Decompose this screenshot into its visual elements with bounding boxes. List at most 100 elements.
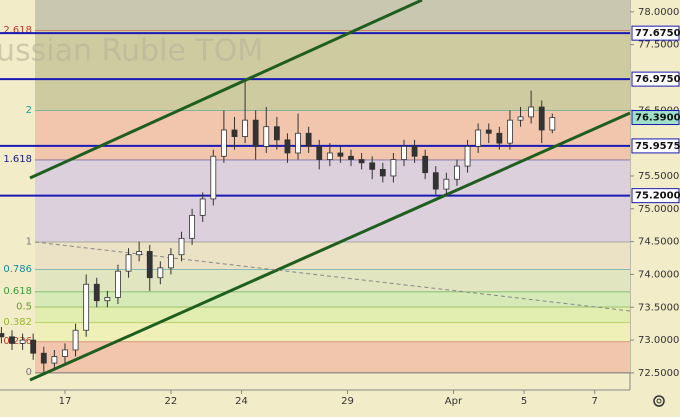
candle-body <box>231 129 238 137</box>
candle-body <box>485 129 492 134</box>
fib-label: 1.618 <box>3 154 32 165</box>
candle-body <box>464 146 471 167</box>
candle-body <box>242 119 248 137</box>
candle-body <box>528 106 535 118</box>
fib-label: 0.382 <box>3 317 32 328</box>
candle-body <box>199 198 206 216</box>
channel-lower <box>29 111 631 382</box>
candle-body <box>168 254 174 269</box>
fib-band <box>35 160 630 243</box>
candle-body <box>401 146 407 160</box>
candle-body <box>210 155 217 200</box>
y-tick-label: 74.5000 <box>638 237 679 248</box>
channel-upper <box>29 0 423 180</box>
candle-body <box>40 352 47 364</box>
fib-band <box>35 0 630 31</box>
candle-body <box>252 119 259 147</box>
candle-body <box>369 162 376 170</box>
price-tag <box>631 188 680 204</box>
dashed-trend <box>34 241 631 312</box>
candle-body <box>263 126 270 147</box>
candle-body <box>146 251 153 279</box>
y-tick-label: 73.0000 <box>638 335 679 346</box>
y-tick-label: 75.0000 <box>638 204 679 215</box>
candle-body <box>0 333 5 338</box>
price-tag-label: 75.2000 <box>635 191 680 202</box>
fib-label: 0.5 <box>16 301 32 312</box>
fib-label: 0.618 <box>3 286 32 297</box>
candle-body <box>411 146 418 157</box>
y-tick-label: 75.5000 <box>638 171 679 182</box>
price-tag-label: 76.3900 <box>635 113 680 124</box>
candle-body <box>390 159 397 177</box>
candle-body <box>62 349 68 357</box>
candle-body <box>358 159 365 164</box>
x-tick-label: 24 <box>235 396 248 407</box>
fib-band <box>35 292 630 308</box>
candle-body <box>422 155 429 174</box>
candle-body <box>93 283 100 302</box>
fib-label: 2.618 <box>3 25 32 36</box>
candle-body <box>136 251 143 256</box>
gear-hub[interactable] <box>656 398 662 404</box>
candle-body <box>125 254 132 272</box>
candle-body <box>104 297 111 302</box>
candle-body <box>284 139 291 154</box>
candle-body <box>348 155 354 160</box>
x-tick-label: 29 <box>341 396 354 407</box>
candle-body <box>326 152 333 160</box>
candle-body <box>337 152 344 157</box>
price-tag-label: 75.9575 <box>635 141 680 152</box>
y-tick-label: 72.5000 <box>638 368 679 379</box>
candle-body <box>507 119 513 144</box>
candle-body <box>432 172 439 190</box>
candle-body <box>189 214 196 239</box>
x-tick-label: 7 <box>591 396 597 407</box>
price-tag <box>631 110 680 126</box>
candle-body <box>115 270 121 298</box>
candle-body <box>9 336 15 344</box>
watermark: ussian Ruble TOM <box>0 34 263 69</box>
candle-body <box>178 237 185 256</box>
fib-label: 0.786 <box>3 264 32 275</box>
fib-band <box>35 342 630 373</box>
price-tag-label: 76.9750 <box>635 74 680 85</box>
fib-label: 2 <box>26 105 32 116</box>
price-tag <box>631 25 680 41</box>
x-tick-label: 22 <box>165 396 178 407</box>
candle-body <box>30 339 37 354</box>
x-tick-label: 5 <box>521 396 527 407</box>
settings-icon[interactable] <box>653 395 665 407</box>
candle-body <box>273 126 280 141</box>
candle-body <box>475 129 482 147</box>
y-tick-label: 78.0000 <box>638 7 679 18</box>
fib-band <box>35 323 630 343</box>
fib-band <box>35 269 630 293</box>
x-tick-label: Apr <box>445 396 463 407</box>
candle-body <box>72 329 79 351</box>
candle-body <box>316 146 323 160</box>
candle-body <box>83 283 90 331</box>
y-tick-label: 77.5000 <box>638 40 679 51</box>
candle-body <box>51 356 58 364</box>
price-tag <box>631 138 680 154</box>
candle-body <box>220 129 227 157</box>
x-tick-label: 17 <box>59 396 72 407</box>
candle-body <box>517 116 524 121</box>
candle-body <box>454 165 460 180</box>
price-tag-label: 77.6750 <box>635 28 680 39</box>
candle-body <box>538 106 545 131</box>
fib-band <box>35 307 630 324</box>
candle-body <box>157 267 164 279</box>
candle-body <box>19 339 26 344</box>
price-axis-bg <box>630 0 680 413</box>
y-tick-label: 74.0000 <box>638 269 679 280</box>
fib-label: 0 <box>26 367 32 378</box>
gear[interactable] <box>653 395 665 407</box>
y-tick-label: 73.5000 <box>638 302 679 313</box>
candle-body <box>379 168 386 177</box>
candle-body <box>549 117 556 131</box>
candle-body <box>443 178 450 190</box>
price-tag <box>631 71 680 87</box>
